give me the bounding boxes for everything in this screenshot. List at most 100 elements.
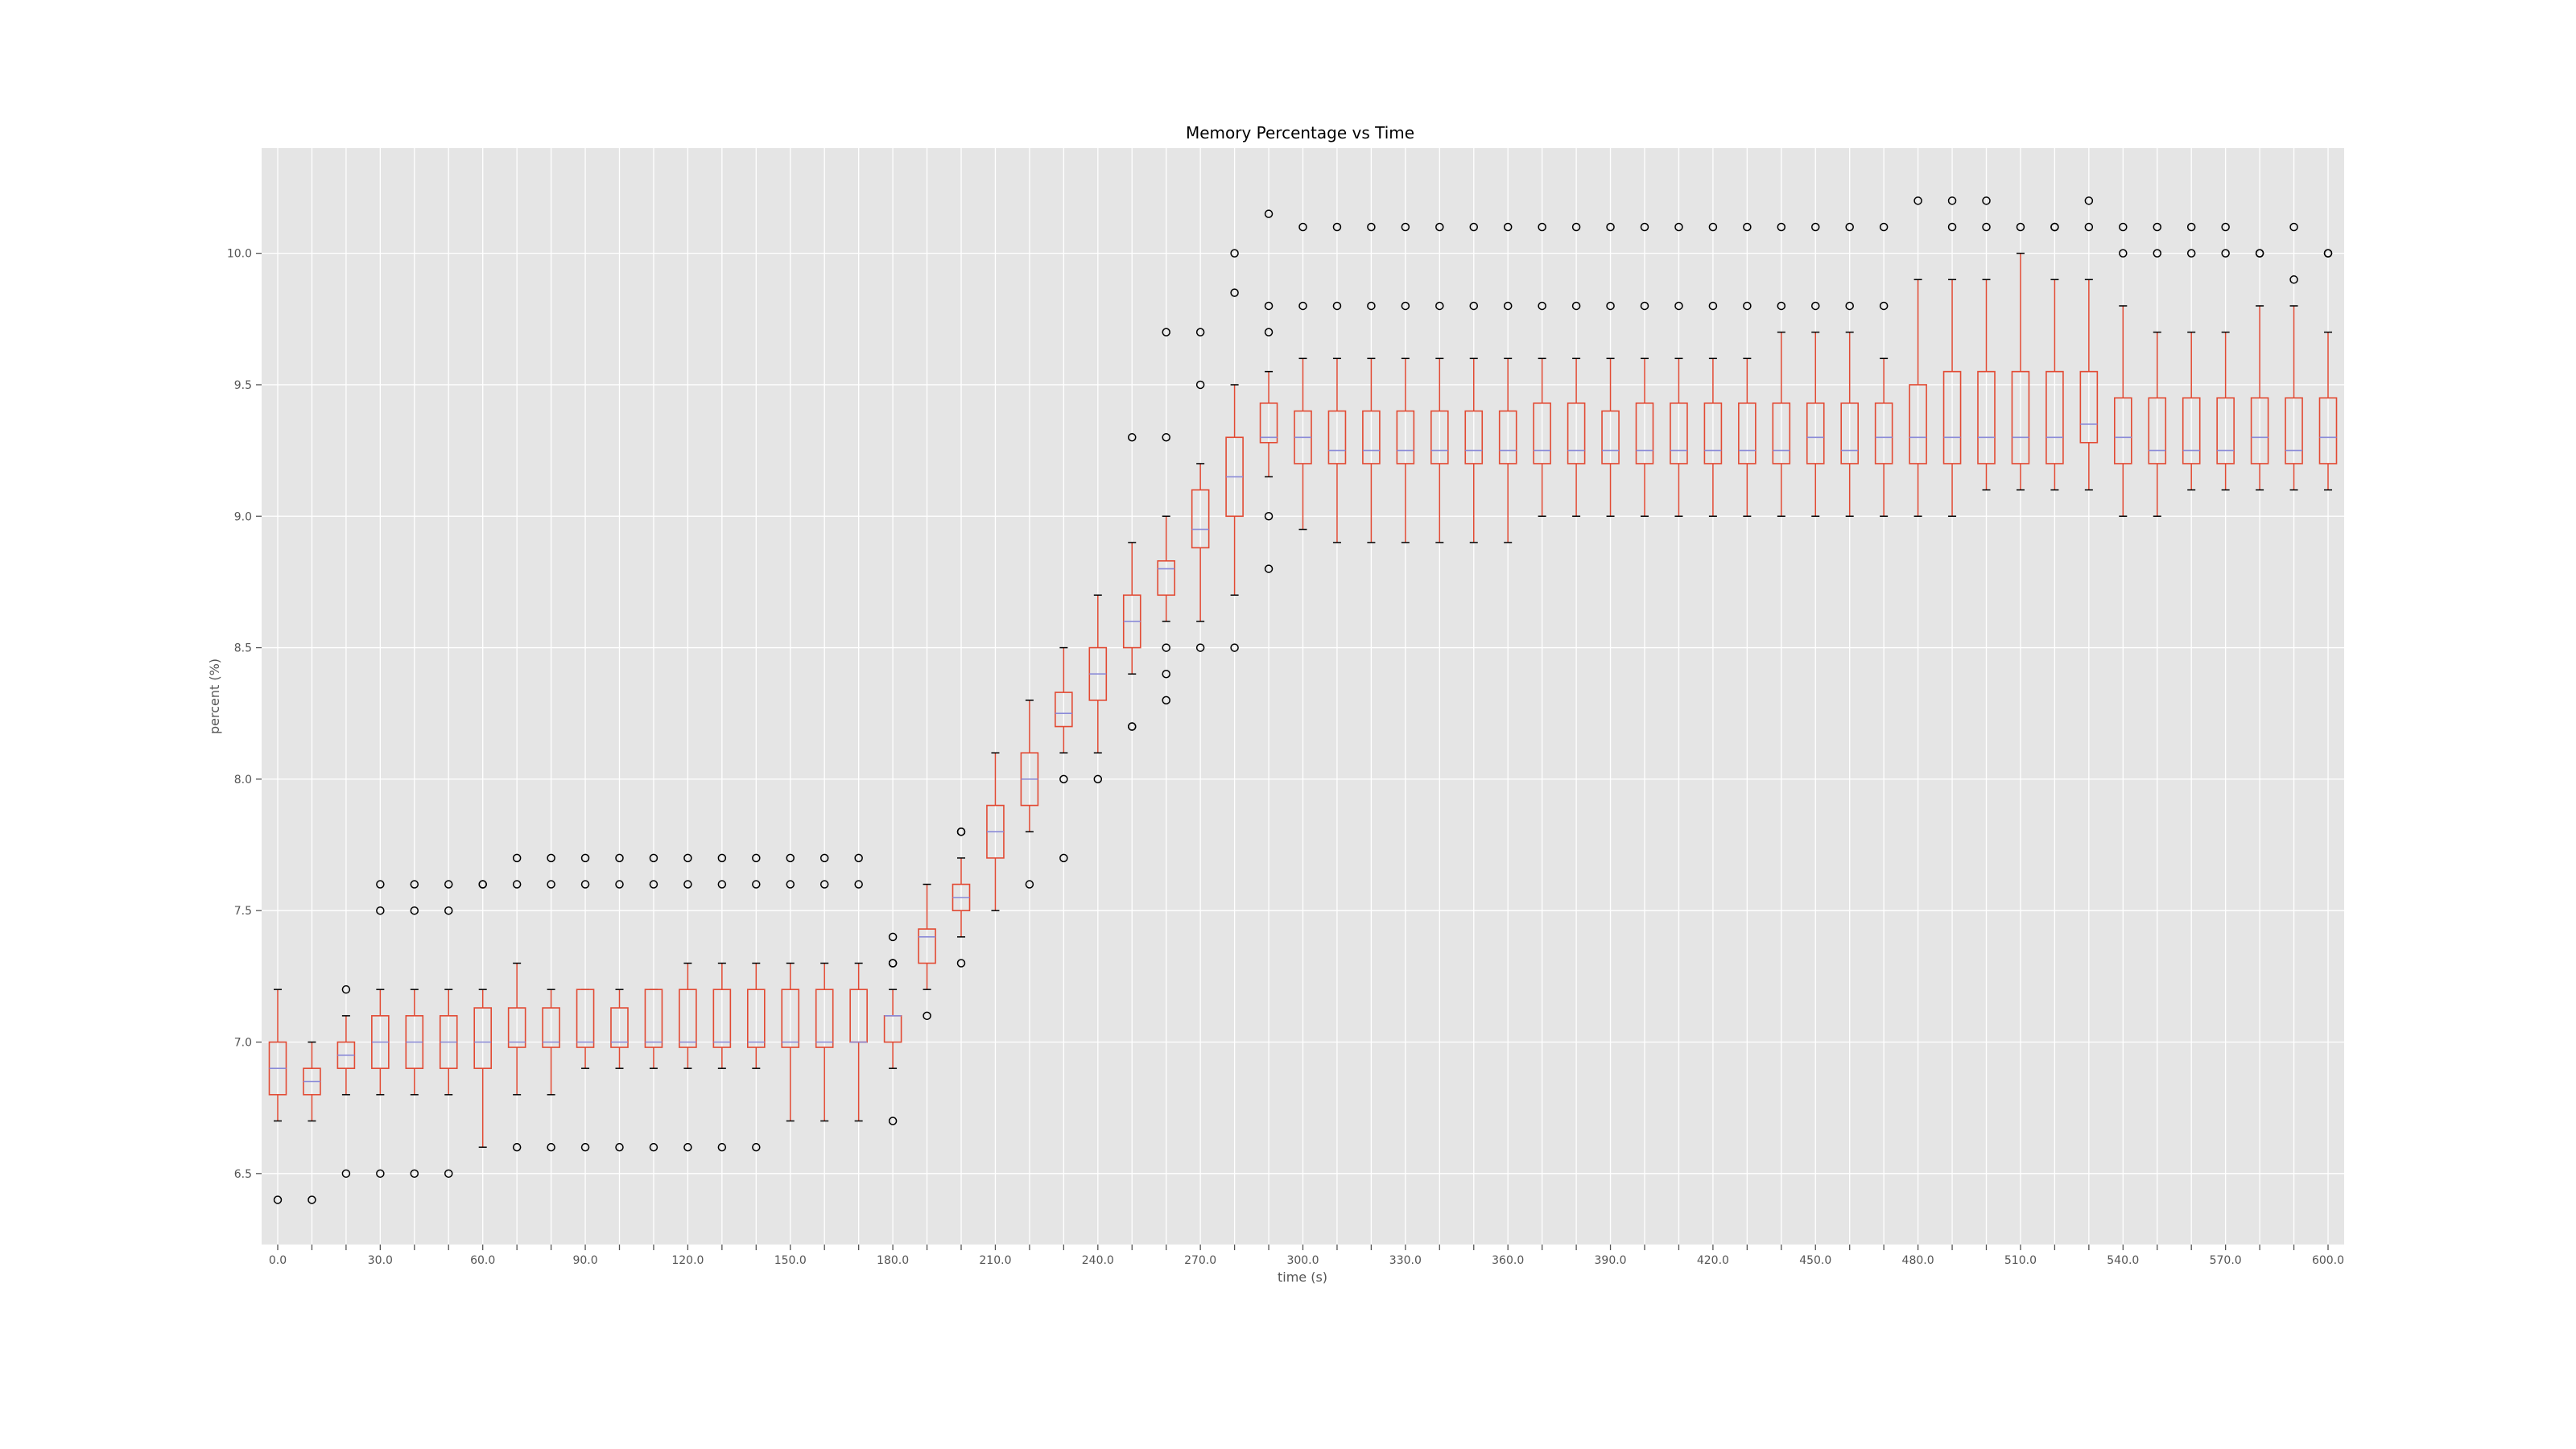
flier-point <box>1162 643 1170 652</box>
flier-point <box>717 853 727 863</box>
flier-point <box>1059 774 1068 784</box>
flier-point <box>1708 222 1718 232</box>
flier-point <box>1571 222 1581 232</box>
box-iqr <box>542 1007 560 1048</box>
flier-point <box>478 880 487 889</box>
box-plot <box>1533 222 1551 518</box>
box-plot <box>439 880 458 1179</box>
box-plot <box>1498 222 1517 543</box>
box-plot <box>1191 328 1210 652</box>
x-axis-label: time (s) <box>1278 1269 1327 1285</box>
flier-point <box>752 853 761 863</box>
box-plot <box>507 853 526 1152</box>
flier-point <box>2221 222 2230 232</box>
flier-point <box>1162 696 1170 705</box>
x-tick-label: 390.0 <box>1595 1254 1627 1267</box>
box-plot <box>815 853 834 1122</box>
box-plot <box>1977 196 1996 491</box>
box-plot <box>336 985 356 1179</box>
flier-point <box>2255 249 2264 258</box>
box-iqr <box>1533 402 1551 464</box>
box-iqr <box>2216 397 2235 464</box>
flier-point <box>683 880 692 889</box>
box-iqr <box>1977 370 1996 464</box>
flier-point <box>410 906 419 915</box>
flier-point <box>2221 249 2230 258</box>
box-iqr <box>1055 691 1073 728</box>
box-iqr <box>679 989 697 1048</box>
y-tick-label: 8.0 <box>234 774 252 786</box>
y-tick-label: 8.5 <box>234 642 252 655</box>
flier-point <box>1606 222 1615 232</box>
box-plot <box>1020 700 1039 889</box>
flier-point <box>1093 774 1103 784</box>
box-plot <box>1294 222 1312 530</box>
flier-point <box>1845 301 1854 311</box>
x-tick-label: 270.0 <box>1184 1254 1216 1267</box>
x-tick-label: 30.0 <box>368 1254 393 1267</box>
box-iqr <box>1909 384 1927 464</box>
flier-point <box>1230 249 1239 258</box>
flier-point <box>2153 222 2161 232</box>
x-tick-label: 240.0 <box>1082 1254 1114 1267</box>
flier-point <box>1264 564 1274 573</box>
box-iqr <box>1942 370 1962 464</box>
flier-point <box>1469 301 1478 311</box>
flier-point <box>1606 301 1615 311</box>
flier-point <box>1264 301 1274 311</box>
flier-point <box>888 959 898 968</box>
box-plot <box>1670 222 1688 518</box>
flier-point <box>1743 301 1752 311</box>
box-plot <box>849 853 868 1122</box>
flier-point <box>615 880 624 889</box>
flier-point <box>2084 196 2094 205</box>
flier-point <box>1708 301 1718 311</box>
box-plot <box>2182 222 2201 491</box>
box-plot <box>1122 433 1141 731</box>
box-iqr <box>746 989 766 1048</box>
flier-point <box>341 1169 351 1179</box>
flier-point <box>1879 222 1889 232</box>
box-plot <box>1464 222 1484 543</box>
flier-point <box>580 1142 590 1152</box>
box-plot <box>473 880 493 1148</box>
box-plot <box>2046 222 2064 491</box>
box-iqr <box>2182 397 2201 464</box>
flier-point <box>512 1142 522 1152</box>
flier-point <box>2323 249 2333 258</box>
box-iqr <box>610 1007 629 1048</box>
box-plot <box>1772 222 1791 518</box>
flier-point <box>1640 222 1649 232</box>
box-plot <box>781 853 800 1122</box>
box-iqr <box>1806 402 1825 464</box>
flier-point <box>444 906 453 915</box>
box-plot <box>644 853 663 1152</box>
flier-point <box>1162 328 1170 336</box>
x-tick-label: 480.0 <box>1902 1254 1934 1267</box>
box-iqr <box>576 989 595 1048</box>
flier-point <box>444 1169 453 1179</box>
flier-point <box>1264 209 1274 218</box>
flier-point <box>1538 301 1546 311</box>
flier-point <box>1777 222 1786 232</box>
flier-point <box>580 880 590 889</box>
box-plot <box>712 853 732 1152</box>
x-tick-label: 600.0 <box>2312 1254 2344 1267</box>
box-plot <box>679 853 697 1152</box>
flier-point <box>786 853 795 863</box>
box-iqr <box>2250 397 2269 464</box>
flier-point <box>2289 222 2298 232</box>
x-tick-label: 120.0 <box>671 1254 704 1267</box>
flier-point <box>273 1195 283 1204</box>
box-plot <box>1738 222 1757 518</box>
flier-point <box>1674 222 1683 232</box>
box-iqr <box>815 989 834 1048</box>
flier-point <box>1195 328 1205 336</box>
flier-point <box>2153 249 2161 258</box>
box-plot <box>1430 222 1449 543</box>
box-plot <box>1567 222 1586 518</box>
flier-point <box>1435 222 1444 232</box>
flier-point <box>1571 301 1581 311</box>
flier-point <box>1845 222 1854 232</box>
box-plot <box>1806 222 1825 518</box>
